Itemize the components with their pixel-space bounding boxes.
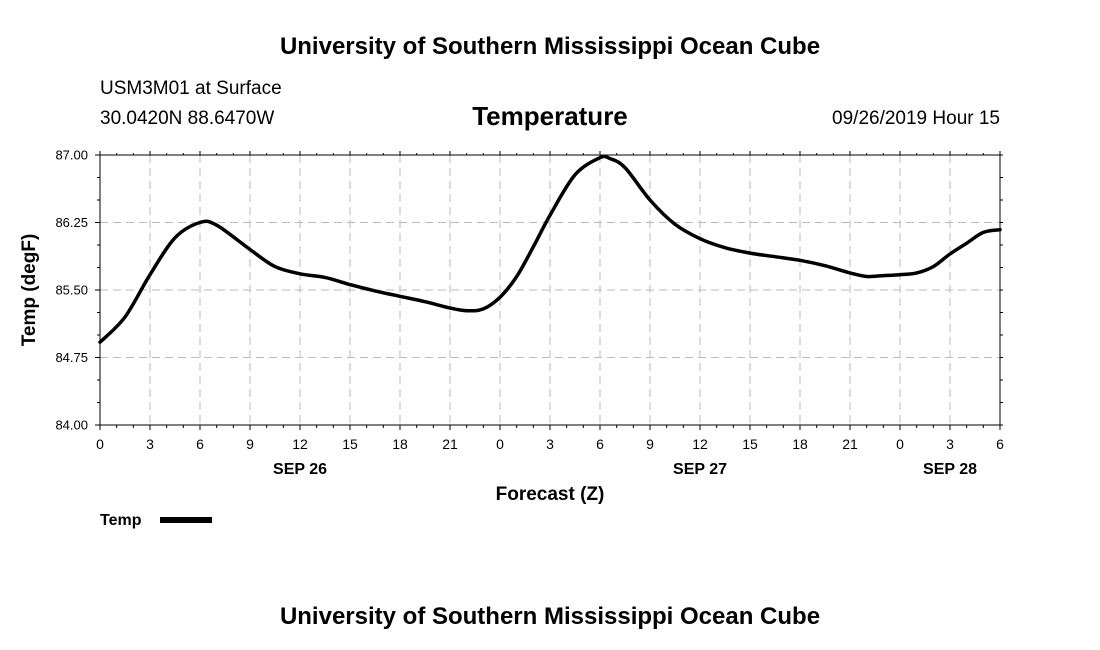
footer-title: University of Southern Mississippi Ocean… xyxy=(280,603,820,630)
y-tick-label: 84.75 xyxy=(55,350,88,365)
grid-lines xyxy=(100,155,1000,425)
x-tick-label: 3 xyxy=(546,436,554,452)
x-tick-label: 3 xyxy=(146,436,154,452)
day-label: SEP 27 xyxy=(673,461,727,478)
plot-frame xyxy=(99,154,1001,426)
x-tick-label: 6 xyxy=(596,436,604,452)
series-line-temp xyxy=(98,154,1002,344)
location-label: 30.0420N 88.6470W xyxy=(100,108,274,129)
x-tick-label: 3 xyxy=(946,436,954,452)
y-tick-label: 86.25 xyxy=(55,215,88,230)
x-tick-label: 9 xyxy=(646,436,654,452)
x-tick-label: 18 xyxy=(792,436,808,452)
day-label: SEP 28 xyxy=(923,461,977,478)
day-label: SEP 26 xyxy=(273,461,327,478)
header-title: University of Southern Mississippi Ocean… xyxy=(280,33,820,60)
date-hour-label: 09/26/2019 Hour 15 xyxy=(832,108,1000,129)
x-tick-label: 12 xyxy=(292,436,308,452)
x-tick-label: 12 xyxy=(692,436,708,452)
x-tick-label: 15 xyxy=(742,436,758,452)
x-tick-label: 15 xyxy=(342,436,358,452)
x-tick-label: 9 xyxy=(246,436,254,452)
y-axis-label: Temp (degF) xyxy=(19,234,40,347)
x-tick-label: 21 xyxy=(842,436,858,452)
x-tick-label: 18 xyxy=(392,436,408,452)
y-tick-label: 84.00 xyxy=(55,418,88,433)
x-tick-label: 6 xyxy=(196,436,204,452)
series-lines xyxy=(98,154,1002,344)
y-tick-labels: 84.00 84.75 85.50 86.25 87.00 xyxy=(55,148,88,433)
y-tick-label: 85.50 xyxy=(55,283,88,298)
day-labels: SEP 26 SEP 27 SEP 28 xyxy=(273,461,977,478)
x-tick-label: 0 xyxy=(496,436,504,452)
x-tick-label: 6 xyxy=(996,436,1004,452)
legend-label: Temp xyxy=(100,512,142,529)
x-tick-label: 0 xyxy=(96,436,104,452)
x-tick-labels: 0 3 6 9 12 15 18 21 0 3 6 9 12 15 18 21 0 3 6 xyxy=(96,436,1004,452)
x-tick-label: 0 xyxy=(896,436,904,452)
chart-title: Temperature xyxy=(472,101,628,131)
y-tick-label: 87.00 xyxy=(55,148,88,163)
x-tick-label: 21 xyxy=(442,436,458,452)
x-axis-label: Forecast (Z) xyxy=(496,484,605,505)
station-label: USM3M01 at Surface xyxy=(100,78,282,99)
